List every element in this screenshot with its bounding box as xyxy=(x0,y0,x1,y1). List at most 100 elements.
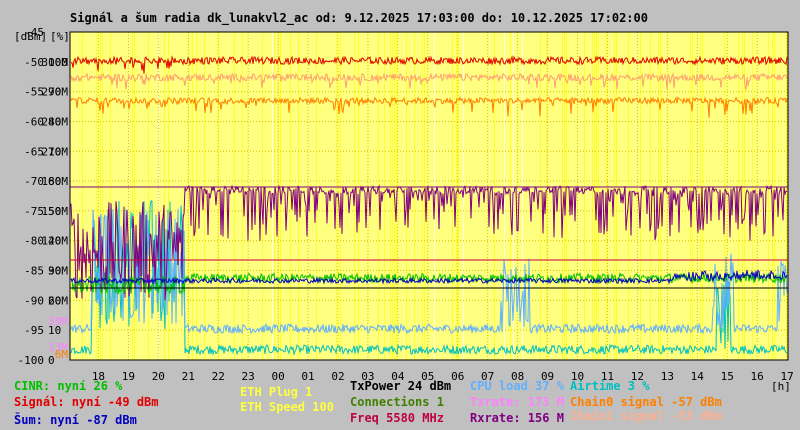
legend-chain0: Chain0 signal -57 dBm xyxy=(570,395,722,409)
eth-band xyxy=(650,32,651,360)
eth-band xyxy=(218,32,219,360)
x-tick-label: 20 xyxy=(152,370,165,383)
eth-band xyxy=(700,32,701,360)
eth-band xyxy=(786,32,787,360)
eth-gap xyxy=(272,32,273,360)
eth-band xyxy=(100,32,101,360)
eth-band xyxy=(562,32,563,360)
y-tick-dbm: -55 xyxy=(24,86,44,99)
x-axis-labels: 18 19 20 21 22 23 00 01 02 03 04 05 06 07 08 09 10 11 12 13… xyxy=(92,370,794,383)
x-tick-label: 04 xyxy=(391,370,405,383)
x-tick-label: 02 xyxy=(331,370,344,383)
series-chain0 xyxy=(70,95,788,118)
x-tick-label: 06 xyxy=(451,370,464,383)
x-tick-label: 22 xyxy=(212,370,225,383)
y-tick-dbm: -85 xyxy=(24,265,44,278)
series-chain1 xyxy=(70,71,788,91)
eth-band xyxy=(614,32,615,360)
series-airtime xyxy=(70,200,788,356)
eth-band xyxy=(188,32,189,360)
legend-txpower: TxPower 24 dBm xyxy=(350,379,451,393)
y-tick-rate: 60M xyxy=(48,294,68,307)
left-axis-units: [dBm] xyxy=(14,30,47,43)
legend-freq: Freq 5580 MHz xyxy=(350,411,444,425)
rate-extra-label: 13M xyxy=(48,341,68,354)
series-cpu-load xyxy=(70,208,788,335)
y-tick-dbm: -50 xyxy=(24,56,44,69)
eth-band xyxy=(96,32,97,360)
y-tick-pct: 10 xyxy=(48,324,61,337)
x-tick-label: 15 xyxy=(721,370,734,383)
x-tick-label: 11 xyxy=(601,370,614,383)
eth-band xyxy=(744,32,745,360)
rate-extra-label: 6M xyxy=(55,348,69,361)
y-tick-dbm: -45 xyxy=(24,26,44,39)
eth-band xyxy=(110,32,111,360)
eth-band xyxy=(384,32,385,360)
y-tick-pct: 60 xyxy=(48,175,61,188)
y-tick-pct: 40 xyxy=(48,235,61,248)
eth-band xyxy=(456,32,457,360)
eth-band xyxy=(102,32,103,360)
eth-band xyxy=(262,32,263,360)
legend-connections: Connections 1 xyxy=(350,395,444,409)
reference-lines xyxy=(70,186,788,289)
eth-band xyxy=(298,32,299,360)
eth-band xyxy=(192,32,193,360)
y-tick-rate: 210M xyxy=(42,145,69,158)
eth-band xyxy=(616,32,617,360)
plot-area xyxy=(69,31,789,361)
x-tick-label: 00 xyxy=(271,370,284,383)
eth-band xyxy=(134,32,135,360)
eth-band xyxy=(278,32,279,360)
x-tick-label: 03 xyxy=(361,370,374,383)
eth-band xyxy=(592,32,593,360)
x-tick-label: 14 xyxy=(691,370,705,383)
eth-band xyxy=(640,32,641,360)
eth-band xyxy=(584,32,585,360)
x-tick-label: 05 xyxy=(421,370,434,383)
right-axis-units: [%] xyxy=(50,30,70,43)
eth-band xyxy=(458,32,459,360)
series-signal xyxy=(70,55,788,74)
x-tick-label: 09 xyxy=(541,370,554,383)
eth-band xyxy=(242,32,243,360)
legend-cinr: CINR: nyní 26 % xyxy=(14,379,123,393)
legend-eth-plug: ETH Plug 1 xyxy=(240,385,312,399)
y-tick-dbm: -80 xyxy=(24,235,44,248)
eth-band xyxy=(204,32,205,360)
y-tick-dbm: -65 xyxy=(24,145,44,158)
eth-band xyxy=(414,32,415,360)
y-tick-pct: 30 xyxy=(48,265,61,278)
y-tick-rate: 120M xyxy=(42,235,69,248)
eth-band xyxy=(234,32,235,360)
legend-cpu-load: CPU load 37 % xyxy=(470,379,565,393)
eth-band xyxy=(168,32,169,360)
x-tick-label: 18 xyxy=(92,370,105,383)
x-tick-label: 12 xyxy=(631,370,644,383)
y-tick-rate: 90M xyxy=(48,265,68,278)
eth-band xyxy=(392,32,393,360)
series-noise xyxy=(70,269,788,285)
y-tick-dbm: -90 xyxy=(24,294,44,307)
x-tick-label: 17 xyxy=(780,370,793,383)
eth-band xyxy=(768,32,769,360)
eth-band xyxy=(378,32,379,360)
x-tick-label: 23 xyxy=(242,370,255,383)
x-unit-label: [h] xyxy=(771,380,791,393)
eth-band xyxy=(658,32,659,360)
y-tick-dbm: -60 xyxy=(24,115,44,128)
y-tick-rate: 270M xyxy=(42,86,69,99)
series-rxrate xyxy=(70,184,788,301)
eth-band xyxy=(540,32,541,360)
eth-gap xyxy=(522,32,523,360)
x-tick-label: 01 xyxy=(301,370,314,383)
legend-chain1: Chain1 signal -53 dBm xyxy=(570,409,722,423)
x-tick-label: 16 xyxy=(751,370,764,383)
series-group xyxy=(70,55,788,356)
chart-title: Signál a šum radia dk_lunakvl2_ac od: 9.… xyxy=(70,11,648,26)
y-tick-pct: 70 xyxy=(48,145,61,158)
legend-rxrate: Rxrate: 156 M xyxy=(470,411,564,425)
eth-band xyxy=(452,32,453,360)
eth-band xyxy=(742,32,743,360)
